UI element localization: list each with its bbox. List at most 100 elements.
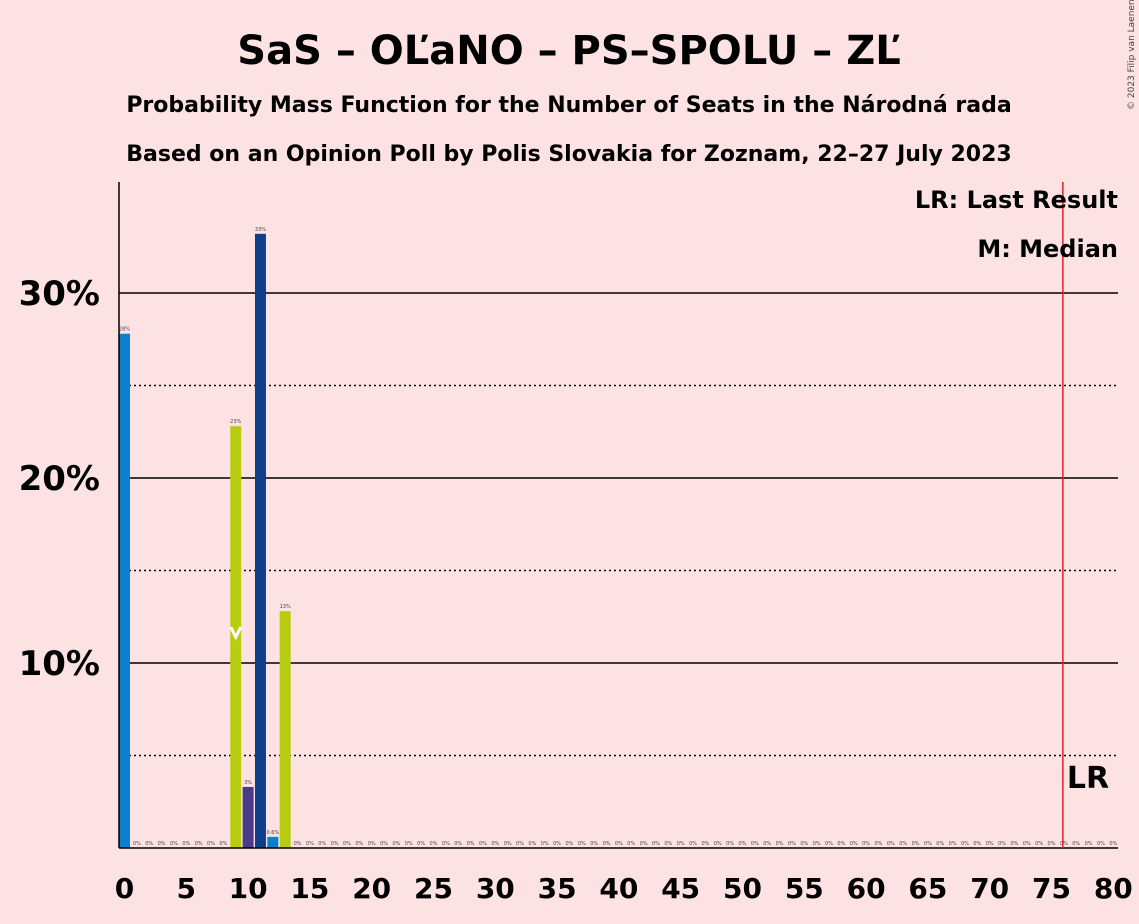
gridlines [119, 292, 1118, 757]
zero-value-label: 0% [924, 841, 932, 847]
y-tick-label: 30% [19, 274, 100, 314]
zero-value-label: 0% [331, 841, 339, 847]
bar [279, 611, 291, 848]
zero-value-label: 0% [862, 841, 870, 847]
zero-value-label: 0% [689, 841, 697, 847]
zero-value-label: 0% [1109, 841, 1117, 847]
zero-value-label: 0% [986, 841, 994, 847]
legend-median: M: Median [977, 235, 1118, 263]
zero-value-label: 0% [516, 841, 524, 847]
x-tick-label: 5 [177, 872, 196, 905]
zero-value-label: 0% [430, 841, 438, 847]
bars-group [119, 233, 291, 849]
bar [242, 786, 254, 848]
x-tick-label: 45 [661, 872, 700, 905]
zero-value-label: 0% [652, 841, 660, 847]
chart-subtitle-2: Based on an Opinion Poll by Polis Slovak… [126, 142, 1011, 167]
zero-value-label: 0% [1010, 841, 1018, 847]
zero-value-label: 0% [170, 841, 178, 847]
zero-value-label: 0% [1085, 841, 1093, 847]
zero-value-label: 0% [417, 841, 425, 847]
bar [119, 333, 130, 848]
zero-value-label: 0% [850, 841, 858, 847]
zero-value-label: 0% [541, 841, 549, 847]
data-labels-group: 28% 23% 3% 33% 0.6% 13% 0% 0% 0% 0% 0% 0% 0% 0% 0% 0% 0%… [119, 227, 1118, 847]
zero-value-label: 0% [454, 841, 462, 847]
x-tick-label: 0 [115, 872, 134, 905]
zero-value-label: 0% [825, 841, 833, 847]
zero-value-label: 0% [1048, 841, 1056, 847]
y-tick-label: 20% [19, 459, 100, 499]
legend-last-result: LR: Last Result [915, 186, 1118, 214]
x-tick-label: 50 [723, 872, 762, 905]
x-tick-label: 35 [538, 872, 577, 905]
zero-value-label: 0% [467, 841, 475, 847]
zero-value-label: 0% [553, 841, 561, 847]
zero-value-label: 0% [1097, 841, 1105, 847]
zero-value-label: 0% [788, 841, 796, 847]
x-tick-label: 25 [414, 872, 453, 905]
zero-value-label: 0% [392, 841, 400, 847]
zero-value-label: 0% [219, 841, 227, 847]
bar-value-label: 13% [280, 604, 291, 610]
bar-value-label: 3% [244, 780, 252, 786]
zero-value-label: 0% [973, 841, 981, 847]
zero-value-label: 0% [491, 841, 499, 847]
zero-value-label: 0% [714, 841, 722, 847]
zero-value-label: 0% [182, 841, 190, 847]
zero-value-label: 0% [355, 841, 363, 847]
zero-value-label: 0% [504, 841, 512, 847]
zero-value-label: 0% [936, 841, 944, 847]
zero-value-label: 0% [1060, 841, 1068, 847]
zero-value-label: 0% [912, 841, 920, 847]
zero-value-label: 0% [763, 841, 771, 847]
zero-value-label: 0% [701, 841, 709, 847]
zero-value-label: 0% [874, 841, 882, 847]
x-tick-label: 40 [599, 872, 638, 905]
copyright-text: © 2023 Filip van Laenen [1127, 0, 1137, 110]
x-tick-label: 70 [970, 872, 1009, 905]
zero-value-label: 0% [578, 841, 586, 847]
zero-value-label: 0% [603, 841, 611, 847]
bar [267, 836, 279, 848]
zero-value-label: 0% [207, 841, 215, 847]
zero-value-label: 0% [1035, 841, 1043, 847]
bar-value-label: 33% [255, 227, 266, 233]
x-tick-label: 30 [476, 872, 515, 905]
zero-value-label: 0% [343, 841, 351, 847]
zero-value-label: 0% [677, 841, 685, 847]
y-tick-label: 10% [19, 644, 100, 684]
zero-value-label: 0% [949, 841, 957, 847]
zero-value-label: 0% [998, 841, 1006, 847]
chart-title: SaS – OĽaNO – PS–SPOLU – ZĽ [237, 28, 900, 74]
zero-value-label: 0% [776, 841, 784, 847]
zero-value-label: 0% [590, 841, 598, 847]
zero-value-label: 0% [479, 841, 487, 847]
zero-value-label: 0% [565, 841, 573, 847]
zero-value-label: 0% [887, 841, 895, 847]
bar-value-label: 23% [230, 419, 241, 425]
x-tick-label: 65 [908, 872, 947, 905]
x-tick-label: 15 [290, 872, 329, 905]
x-tick-label: 20 [352, 872, 391, 905]
last-result-label: LR [1067, 761, 1109, 796]
zero-value-label: 0% [145, 841, 153, 847]
zero-value-label: 0% [318, 841, 326, 847]
zero-value-label: 0% [158, 841, 166, 847]
x-tick-label: 75 [1032, 872, 1071, 905]
zero-value-label: 0% [195, 841, 203, 847]
bar-value-label: 0.6% [266, 830, 279, 836]
zero-value-label: 0% [442, 841, 450, 847]
zero-value-label: 0% [133, 841, 141, 847]
zero-value-label: 0% [380, 841, 388, 847]
x-tick-label: 60 [847, 872, 886, 905]
zero-value-label: 0% [405, 841, 413, 847]
zero-value-label: 0% [800, 841, 808, 847]
chart-subtitle-1: Probability Mass Function for the Number… [126, 93, 1011, 118]
zero-value-label: 0% [751, 841, 759, 847]
zero-value-label: 0% [1023, 841, 1031, 847]
zero-value-label: 0% [739, 841, 747, 847]
median-marker [229, 626, 243, 641]
zero-value-label: 0% [615, 841, 623, 847]
zero-value-label: 0% [640, 841, 648, 847]
